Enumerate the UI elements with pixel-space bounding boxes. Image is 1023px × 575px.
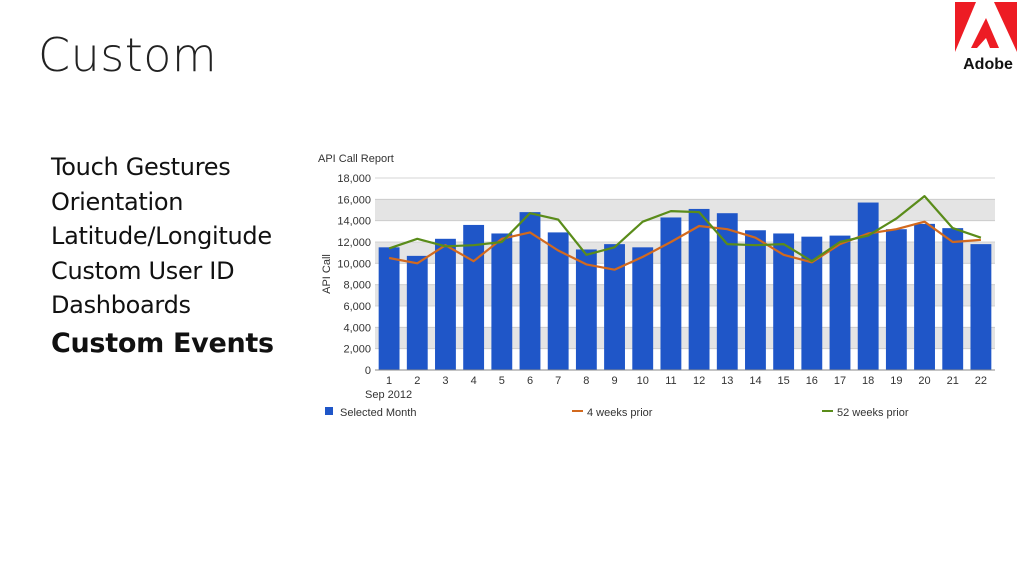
bar xyxy=(829,235,851,370)
x-tick-label: 4 xyxy=(471,375,477,387)
x-tick-label: 21 xyxy=(947,375,959,387)
y-tick-label: 2,000 xyxy=(343,344,371,356)
legend-swatch-selected-month xyxy=(325,407,333,415)
bullet-list: Touch Gestures Orientation Latitude/Long… xyxy=(51,150,274,361)
y-tick-label: 6,000 xyxy=(343,301,371,313)
x-tick-label: 13 xyxy=(721,375,733,387)
api-call-chart: 0 2,000 4,000 6,000 8,000 10,000 12,000 14,000 1… xyxy=(318,153,995,419)
bar xyxy=(885,229,907,370)
y-tick-label: 14,000 xyxy=(337,216,371,228)
x-tick-label: 11 xyxy=(665,375,676,387)
x-tick-label: 18 xyxy=(862,375,874,387)
bullet-item: Orientation xyxy=(51,187,184,216)
bullet-item: Latitude/Longitude xyxy=(51,222,272,250)
grid-band xyxy=(375,199,995,221)
bar xyxy=(773,233,795,370)
slide-title: Custom xyxy=(38,28,218,82)
adobe-logo-icon xyxy=(955,2,1017,52)
y-tick-label: 10,000 xyxy=(337,258,371,270)
logo-wordmark: Adobe xyxy=(963,56,1013,73)
x-tick-label: 17 xyxy=(834,375,846,387)
y-tick-label: 18,000 xyxy=(337,173,371,185)
x-tick-label: 20 xyxy=(918,375,930,387)
x-axis-label: Sep 2012 xyxy=(365,389,412,401)
y-tick-label: 12,000 xyxy=(337,237,371,249)
bar xyxy=(857,202,879,370)
logo-mark-center xyxy=(971,18,999,48)
legend-label: 4 weeks prior xyxy=(587,407,653,419)
y-tick-label: 0 xyxy=(365,365,371,377)
bar xyxy=(378,247,400,370)
y-axis-label: API Call xyxy=(321,254,333,294)
x-tick-label: 14 xyxy=(749,375,761,387)
bar xyxy=(406,255,428,370)
bar xyxy=(491,233,513,370)
bar xyxy=(435,238,456,370)
x-tick-label: 2 xyxy=(414,375,420,387)
bullet-item-emphasized: Custom Events xyxy=(51,327,274,359)
x-tick-label: 1 xyxy=(386,375,392,387)
x-tick-label: 19 xyxy=(890,375,902,387)
bar xyxy=(604,244,625,370)
series-line-52-weeks-prior xyxy=(388,194,982,263)
bar xyxy=(942,228,964,370)
x-tick-label: 3 xyxy=(442,375,448,387)
bullet-item: Dashboards xyxy=(51,291,191,319)
bar xyxy=(688,208,710,370)
series-line-4-weeks-prior xyxy=(388,220,981,271)
x-tick-label: 10 xyxy=(637,375,649,387)
bar xyxy=(660,217,682,370)
legend-label: 52 weeks prior xyxy=(837,407,909,419)
legend-label: Selected Month xyxy=(340,407,416,419)
x-tick-label: 7 xyxy=(555,375,561,387)
bar xyxy=(575,249,597,370)
bar xyxy=(519,212,541,370)
logo-mark-left xyxy=(955,2,976,52)
x-tick-label: 6 xyxy=(527,375,533,387)
logo-mark-right xyxy=(994,2,1017,52)
bar xyxy=(632,247,654,370)
x-tick-label: 12 xyxy=(693,375,705,387)
chart-title: API Call Report xyxy=(318,153,394,165)
x-tick-label: 9 xyxy=(611,375,617,387)
bar xyxy=(970,244,992,370)
bar xyxy=(914,223,935,370)
x-tick-label: 15 xyxy=(778,375,790,387)
bullet-item: Custom User ID xyxy=(51,256,235,285)
bar xyxy=(745,230,766,370)
x-tick-label: 22 xyxy=(975,375,987,387)
bar xyxy=(463,224,485,370)
bar xyxy=(716,213,738,370)
bar xyxy=(801,236,823,370)
y-tick-label: 4,000 xyxy=(343,322,371,334)
x-tick-label: 5 xyxy=(499,375,505,387)
bar xyxy=(547,232,569,370)
y-tick-label: 16,000 xyxy=(337,194,371,206)
bullet-item: Touch Gestures xyxy=(51,153,231,181)
x-tick-label: 8 xyxy=(583,375,589,387)
y-tick-label: 8,000 xyxy=(343,280,371,292)
x-tick-label: 16 xyxy=(806,375,818,387)
